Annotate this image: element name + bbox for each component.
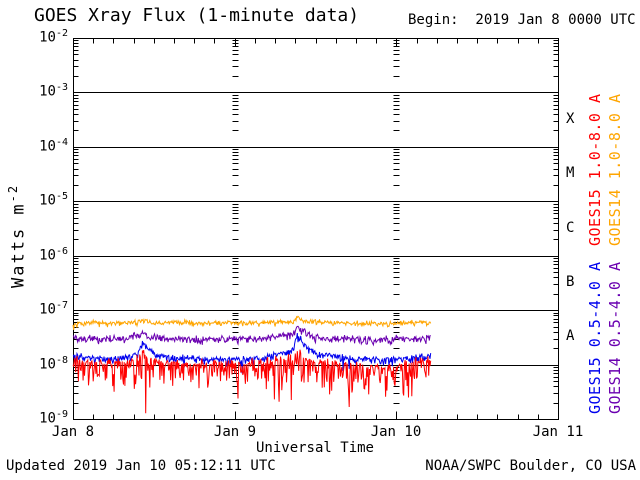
flare-class-letter: M (566, 165, 575, 181)
x-axis-tick-label: Jan 10 (370, 424, 422, 440)
flare-class-letter: B (566, 274, 575, 290)
series-legend-label-rotated: GOES15 0.5-4.0 A (586, 261, 604, 415)
flare-class-letter: X (566, 111, 575, 127)
y-axis-title: Watts m-2 (6, 183, 29, 288)
y-axis-tick-label: 10-4 (39, 137, 68, 155)
series-goes14-0-5-4-0-a (72, 325, 431, 347)
y-axis-tick-label: 10-8 (39, 355, 68, 373)
y-axis-tick-label: 10-3 (39, 82, 68, 100)
series-goes14-1-0-8-0-a (72, 315, 432, 330)
y-axis-tick-label: 10-5 (39, 191, 68, 209)
y-axis-tick-label: 10-2 (39, 28, 68, 46)
plot-frame (73, 38, 559, 420)
series-legend-label-rotated: GOES14 1.0-8.0 A (606, 93, 624, 247)
begin-timestamp: Begin: 2019 Jan 8 0000 UTC (408, 12, 636, 28)
chart-title: GOES Xray Flux (1-minute data) (34, 5, 360, 26)
flare-class-letter: A (566, 328, 575, 344)
data-source-credit: NOAA/SWPC Boulder, CO USA (425, 458, 636, 474)
x-axis-tick-label: Jan 11 (532, 424, 584, 440)
x-axis-tick-label: Jan 8 (51, 424, 95, 440)
series-goes15-1-0-8-0-a (72, 349, 432, 414)
x-axis-tick-label: Jan 9 (213, 424, 257, 440)
y-axis-tick-label: 10-6 (39, 246, 68, 264)
x-axis-title: Universal Time (255, 440, 374, 456)
series-legend-label-rotated: GOES14 0.5-4.0 A (606, 261, 624, 415)
flare-class-letter: C (566, 220, 575, 236)
updated-timestamp: Updated 2019 Jan 10 05:12:11 UTC (6, 458, 276, 474)
y-axis-tick-label: 10-7 (39, 300, 68, 318)
series-legend-label-rotated: GOES15 1.0-8.0 A (586, 93, 604, 247)
y-axis-tick-label: 10-9 (39, 409, 68, 427)
